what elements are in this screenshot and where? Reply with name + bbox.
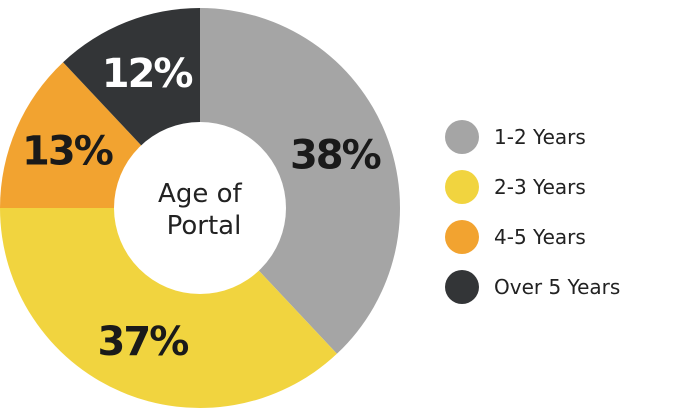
slice-label-over-5-years: 12% (102, 51, 193, 97)
center-label-line-2: Portal (167, 211, 242, 241)
slice-label-4-5-years: 13% (22, 128, 113, 174)
legend-swatch-1-2-years (445, 120, 479, 154)
legend-swatch-2-3-years (445, 170, 479, 204)
slice-label-2-3-years: 37% (98, 319, 189, 365)
slice-label-1-2-years: 38% (290, 133, 381, 179)
legend-label-1-2-years: 1-2 Years (494, 125, 586, 149)
slice-labels-layer: 38% 37% 13% 12% (22, 51, 383, 365)
center-label-line-1: Age of (158, 179, 242, 209)
legend-label-2-3-years: 2-3 Years (494, 175, 586, 199)
legend-swatch-4-5-years (445, 220, 479, 254)
center-label: Age of Portal (158, 179, 250, 241)
legend-swatch-over-5-years (445, 270, 479, 304)
donut-center-hole (114, 122, 286, 294)
legend: 1-2 Years 2-3 Years 4-5 Years Over 5 Years (445, 120, 620, 304)
slice-2-3-years (0, 208, 337, 408)
legend-label-over-5-years: Over 5 Years (494, 275, 620, 299)
slice-1-2-years (200, 8, 400, 354)
legend-label-4-5-years: 4-5 Years (494, 225, 586, 249)
